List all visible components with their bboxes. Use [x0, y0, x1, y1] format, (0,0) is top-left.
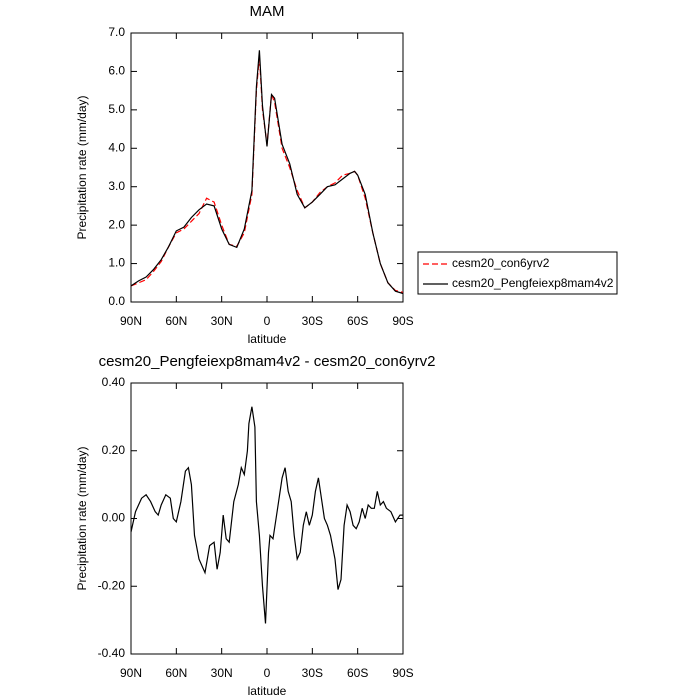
data-line: [130, 50, 404, 295]
y-tick-label: 6.0: [108, 64, 125, 78]
x-tick-label: 90N: [120, 314, 142, 328]
y-tick-label: 3.0: [108, 179, 125, 193]
y-tick-label: -0.40: [98, 646, 126, 660]
x-tick-label: 30N: [211, 666, 233, 680]
y-tick-label: 5.0: [108, 102, 125, 116]
chart-title: MAM: [250, 3, 285, 20]
x-tick-label: 60S: [347, 666, 368, 680]
y-tick-label: 7.0: [108, 25, 125, 39]
plot-frame: [130, 32, 404, 303]
x-tick-label: 0: [264, 314, 271, 328]
x-axis-label: latitude: [248, 684, 287, 698]
x-tick-label: 60N: [165, 314, 187, 328]
legend-box: [417, 251, 618, 295]
x-axis-label: latitude: [248, 332, 287, 346]
y-axis-label: Precipitation rate (mm/day): [75, 446, 89, 590]
legend-label: cesm20_con6yrv2: [452, 256, 550, 270]
x-tick-label: 60N: [165, 666, 187, 680]
x-tick-label: 90N: [120, 666, 142, 680]
x-tick-label: 90S: [392, 314, 413, 328]
x-tick-label: 30S: [302, 314, 323, 328]
y-tick-label: 1.0: [108, 256, 125, 270]
y-tick-label: 0.20: [102, 443, 126, 457]
data-line: [130, 406, 403, 624]
y-tick-label: -0.20: [98, 578, 126, 592]
legend-label: cesm20_Pengfeiexp8mam4v2: [452, 276, 614, 290]
y-axis-label: Precipitation rate (mm/day): [75, 95, 89, 239]
x-tick-label: 30S: [302, 666, 323, 680]
y-tick-label: 0.00: [102, 511, 126, 525]
y-tick-label: 4.0: [108, 140, 125, 154]
x-tick-label: 0: [264, 666, 271, 680]
x-tick-label: 60S: [347, 314, 368, 328]
y-tick-label: 0.40: [102, 375, 126, 389]
data-line: [130, 56, 404, 293]
x-tick-label: 90S: [392, 666, 413, 680]
x-tick-label: 30N: [211, 314, 233, 328]
y-tick-label: 0.0: [108, 294, 125, 308]
plot-frame: [130, 382, 404, 655]
y-tick-label: 2.0: [108, 217, 125, 231]
chart-title: cesm20_Pengfeiexp8mam4v2 - cesm20_con6yr…: [99, 353, 436, 370]
